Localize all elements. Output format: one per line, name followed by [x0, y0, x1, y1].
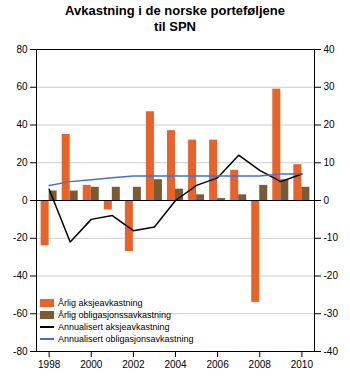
svg-text:0: 0 — [22, 195, 28, 206]
svg-text:2004: 2004 — [164, 359, 187, 370]
svg-text:2008: 2008 — [249, 359, 272, 370]
svg-text:30: 30 — [324, 81, 336, 92]
svg-text:2006: 2006 — [206, 359, 229, 370]
svg-text:20: 20 — [324, 119, 336, 130]
svg-text:-40: -40 — [13, 270, 28, 281]
svg-text:2000: 2000 — [80, 359, 103, 370]
svg-text:2010: 2010 — [291, 359, 314, 370]
svg-text:20: 20 — [16, 157, 28, 168]
html-text:Årlig obligasjonssavkastning: Årlig obligasjonssavkastning — [58, 310, 172, 321]
svg-text:-60: -60 — [13, 308, 28, 319]
svg-text:-20: -20 — [324, 270, 339, 281]
svg-text:2002: 2002 — [122, 359, 145, 370]
html-text:Annualisert obligasjonsavkastn: Annualisert obligasjonsavkastning — [58, 334, 194, 345]
svg-text:40: 40 — [324, 44, 336, 55]
html-text:Avkastning i de norske portefø: Avkastning i de norske porteføljene til … — [65, 3, 285, 35]
svg-text:-30: -30 — [324, 308, 339, 319]
svg-text:-40: -40 — [324, 346, 339, 357]
svg-text:1998: 1998 — [38, 359, 61, 370]
svg-text:80: 80 — [16, 44, 28, 55]
svg-text:-20: -20 — [13, 232, 28, 243]
svg-text:-80: -80 — [13, 346, 28, 357]
svg-text:40: 40 — [16, 119, 28, 130]
html-text:Annualisert aksjeavkastning: Annualisert aksjeavkastning — [58, 322, 170, 333]
svg-text:10: 10 — [324, 157, 336, 168]
html-text:Årlig aksjeavkastning: Årlig aksjeavkastning — [58, 298, 143, 308]
svg-text:0: 0 — [324, 195, 330, 206]
svg-text:60: 60 — [16, 81, 28, 92]
svg-text:-10: -10 — [324, 232, 339, 243]
